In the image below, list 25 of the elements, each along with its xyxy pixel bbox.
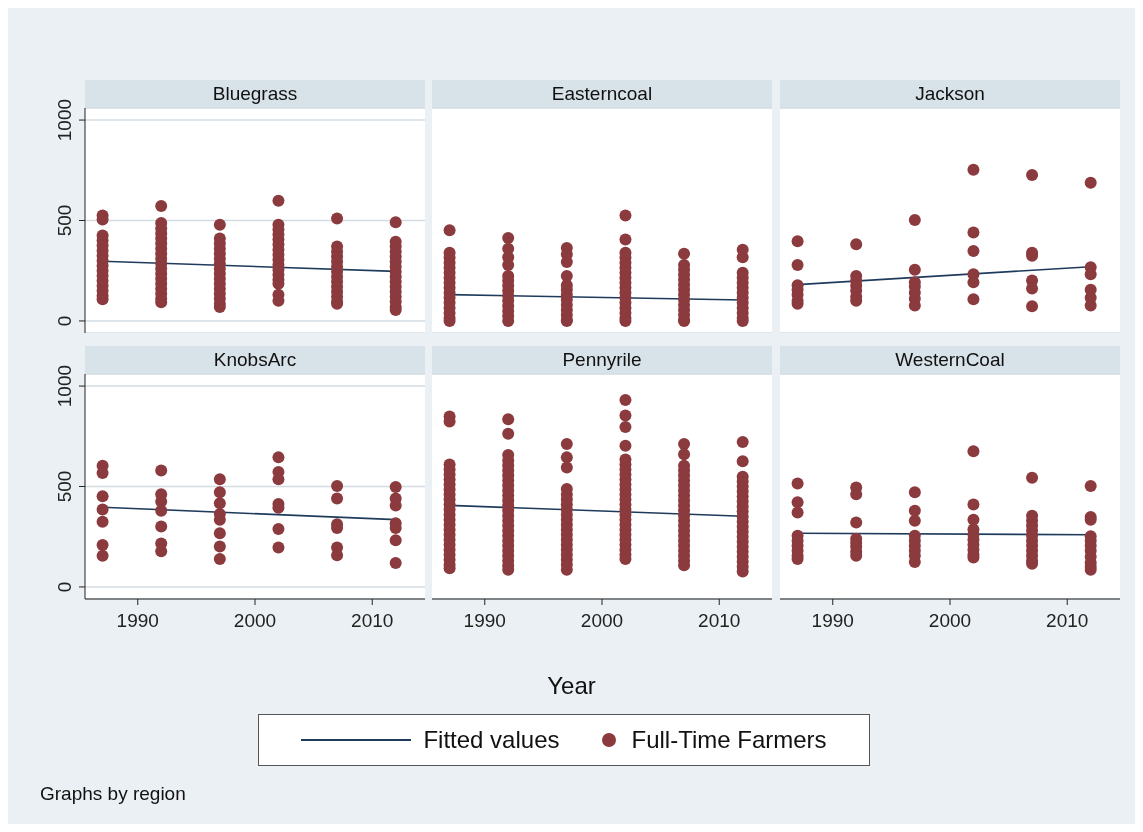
- chart-title: Bluegrass: [85, 80, 425, 108]
- y-tick-label: 500: [54, 470, 75, 503]
- text: Graphs by region: [40, 783, 186, 805]
- legend-label: Fitted values: [423, 726, 560, 754]
- x-tick-label: 1990: [463, 610, 506, 631]
- x-tick-label: 1990: [811, 610, 854, 631]
- x-axis-title: Year: [546, 672, 597, 700]
- chart-title: KnobsArc: [85, 346, 425, 374]
- x-tick-label: 2000: [580, 610, 624, 631]
- y-tick-label: 1000: [54, 98, 75, 142]
- chart-title: WesternCoal: [780, 346, 1120, 374]
- x-tick-label: 1990: [116, 610, 159, 631]
- chart-title: Pennyrile: [432, 346, 772, 374]
- y-tick-label: 500: [54, 204, 75, 237]
- x-tick-label: 2000: [233, 610, 277, 631]
- legend-label: Full-Time Farmers: [631, 726, 827, 754]
- y-tick-label: 0: [54, 581, 75, 593]
- chart-title: Easterncoal: [432, 80, 772, 108]
- x-tick-label: 2000: [928, 610, 972, 631]
- y-tick-label: 1000: [54, 364, 75, 408]
- x-tick-label: 2010: [698, 610, 741, 631]
- y-tick-label: 0: [54, 315, 75, 327]
- x-tick-label: 2010: [1046, 610, 1089, 631]
- x-tick-label: 2010: [351, 610, 394, 631]
- chart-title: Jackson: [780, 80, 1120, 108]
